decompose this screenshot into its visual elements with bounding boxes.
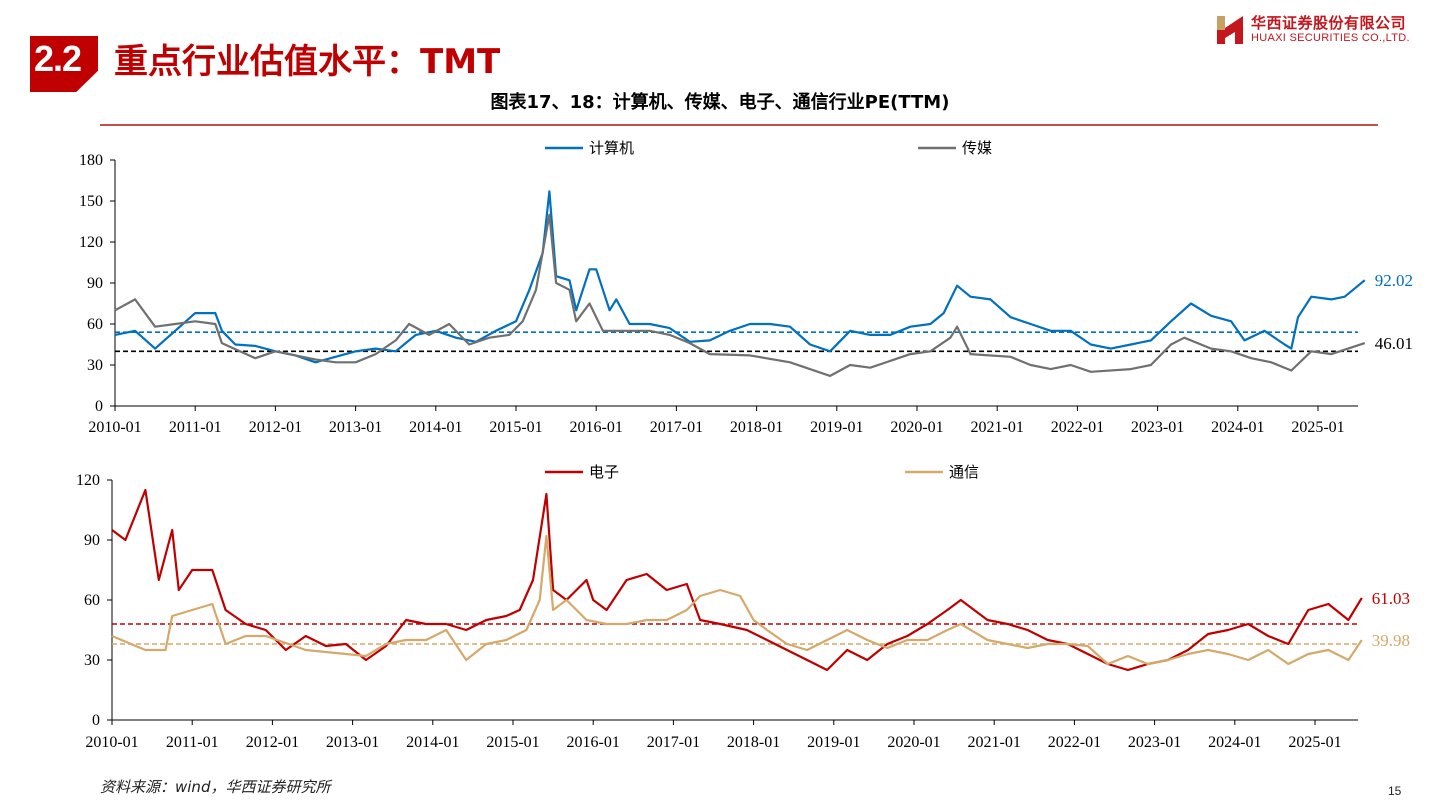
y-tick-label: 120 (79, 234, 103, 251)
x-tick-label: 2015-01 (489, 419, 542, 436)
y-tick-label: 0 (92, 712, 100, 729)
end-value-label: 46.01 (1375, 334, 1413, 353)
x-tick-label: 2018-01 (730, 419, 783, 436)
legend-label: 计算机 (589, 139, 634, 157)
section-badge: 2.2 (30, 36, 98, 92)
x-tick-label: 2020-01 (887, 734, 940, 751)
legend-label: 电子 (589, 463, 619, 481)
x-tick-label: 2021-01 (971, 419, 1024, 436)
x-tick-label: 2020-01 (890, 419, 943, 436)
x-tick-label: 2013-01 (329, 419, 382, 436)
y-tick-label: 120 (76, 472, 100, 489)
title-divider (100, 124, 1378, 126)
series-line-传媒 (114, 213, 1366, 377)
series-line-计算机 (114, 190, 1366, 364)
x-tick-label: 2017-01 (647, 734, 700, 751)
x-tick-label: 2023-01 (1128, 734, 1181, 751)
x-tick-label: 2013-01 (326, 734, 379, 751)
y-tick-label: 30 (87, 357, 103, 374)
y-tick-label: 30 (84, 652, 100, 669)
figure-title: 图表17、18：计算机、传媒、电子、通信行业PE(TTM) (490, 92, 950, 113)
y-tick-label: 60 (87, 316, 103, 333)
x-tick-label: 2011-01 (169, 419, 222, 436)
x-tick-label: 2025-01 (1291, 419, 1344, 436)
x-tick-label: 2024-01 (1211, 419, 1264, 436)
source-note: 资料来源：wind，华西证券研究所 (100, 778, 331, 796)
y-tick-label: 60 (84, 592, 100, 609)
series-line-电子 (111, 488, 1363, 672)
legend-label: 传媒 (962, 139, 992, 157)
x-tick-label: 2010-01 (85, 734, 138, 751)
legend-label: 通信 (949, 463, 979, 481)
x-tick-label: 2023-01 (1131, 419, 1184, 436)
logo-mark-icon (1217, 16, 1243, 44)
y-tick-label: 150 (79, 193, 103, 210)
x-tick-label: 2012-01 (246, 734, 299, 751)
x-tick-label: 2012-01 (249, 419, 302, 436)
y-tick-label: 180 (79, 152, 103, 169)
end-value-label: 61.03 (1372, 589, 1410, 608)
section-number: 2.2 (34, 38, 82, 79)
x-tick-label: 2025-01 (1288, 734, 1341, 751)
x-tick-label: 2018-01 (727, 734, 780, 751)
x-tick-label: 2022-01 (1051, 419, 1104, 436)
x-tick-label: 2016-01 (567, 734, 620, 751)
y-tick-label: 0 (95, 398, 103, 415)
page-title: 重点行业估值水平：TMT (114, 42, 501, 82)
logo-text-en: HUAXI SECURITIES CO.,LTD. (1251, 32, 1410, 44)
page-number: 15 (1388, 784, 1402, 798)
end-value-label: 39.98 (1372, 631, 1410, 650)
series-line-通信 (111, 534, 1363, 666)
x-tick-label: 2014-01 (406, 734, 459, 751)
x-tick-label: 2021-01 (968, 734, 1021, 751)
x-tick-label: 2015-01 (486, 734, 539, 751)
company-logo: 华西证券股份有限公司 HUAXI SECURITIES CO.,LTD. (1215, 12, 1427, 48)
x-tick-label: 2014-01 (409, 419, 462, 436)
y-tick-label: 90 (84, 532, 100, 549)
x-tick-label: 2019-01 (807, 734, 860, 751)
x-tick-label: 2022-01 (1048, 734, 1101, 751)
logo-text-cn: 华西证券股份有限公司 (1251, 14, 1407, 32)
x-tick-label: 2010-01 (88, 419, 141, 436)
x-tick-label: 2016-01 (570, 419, 623, 436)
x-tick-label: 2017-01 (650, 419, 703, 436)
y-tick-label: 90 (87, 275, 103, 292)
end-value-label: 92.02 (1375, 271, 1413, 290)
x-tick-label: 2024-01 (1208, 734, 1261, 751)
x-tick-label: 2019-01 (810, 419, 863, 436)
x-tick-label: 2011-01 (166, 734, 219, 751)
